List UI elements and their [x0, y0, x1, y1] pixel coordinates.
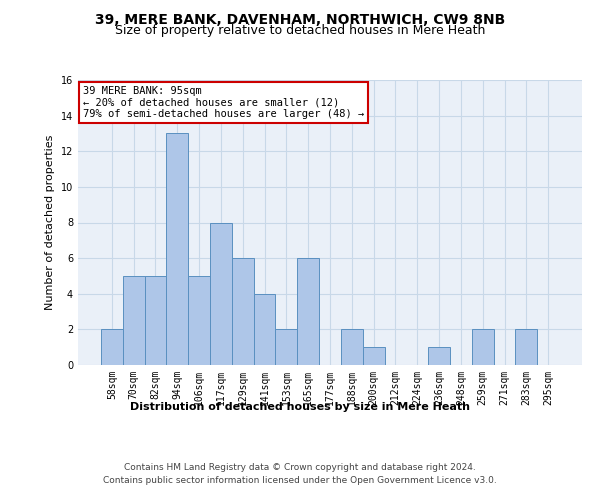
Bar	[101, 330, 123, 365]
Bar	[515, 330, 537, 365]
Text: 39, MERE BANK, DAVENHAM, NORTHWICH, CW9 8NB: 39, MERE BANK, DAVENHAM, NORTHWICH, CW9 …	[95, 12, 505, 26]
Bar	[275, 330, 297, 365]
Text: Distribution of detached houses by size in Mere Heath: Distribution of detached houses by size …	[130, 402, 470, 412]
Bar	[297, 258, 319, 365]
Bar	[210, 222, 232, 365]
Bar	[341, 330, 363, 365]
Bar	[363, 347, 385, 365]
Bar	[254, 294, 275, 365]
Bar	[166, 134, 188, 365]
Text: 39 MERE BANK: 95sqm
← 20% of detached houses are smaller (12)
79% of semi-detach: 39 MERE BANK: 95sqm ← 20% of detached ho…	[83, 86, 364, 119]
Text: Contains HM Land Registry data © Crown copyright and database right 2024.: Contains HM Land Registry data © Crown c…	[124, 462, 476, 471]
Bar	[472, 330, 494, 365]
Bar	[123, 276, 145, 365]
Bar	[145, 276, 166, 365]
Bar	[428, 347, 450, 365]
Bar	[188, 276, 210, 365]
Bar	[232, 258, 254, 365]
Text: Contains public sector information licensed under the Open Government Licence v3: Contains public sector information licen…	[103, 476, 497, 485]
Text: Size of property relative to detached houses in Mere Heath: Size of property relative to detached ho…	[115, 24, 485, 37]
Y-axis label: Number of detached properties: Number of detached properties	[45, 135, 55, 310]
